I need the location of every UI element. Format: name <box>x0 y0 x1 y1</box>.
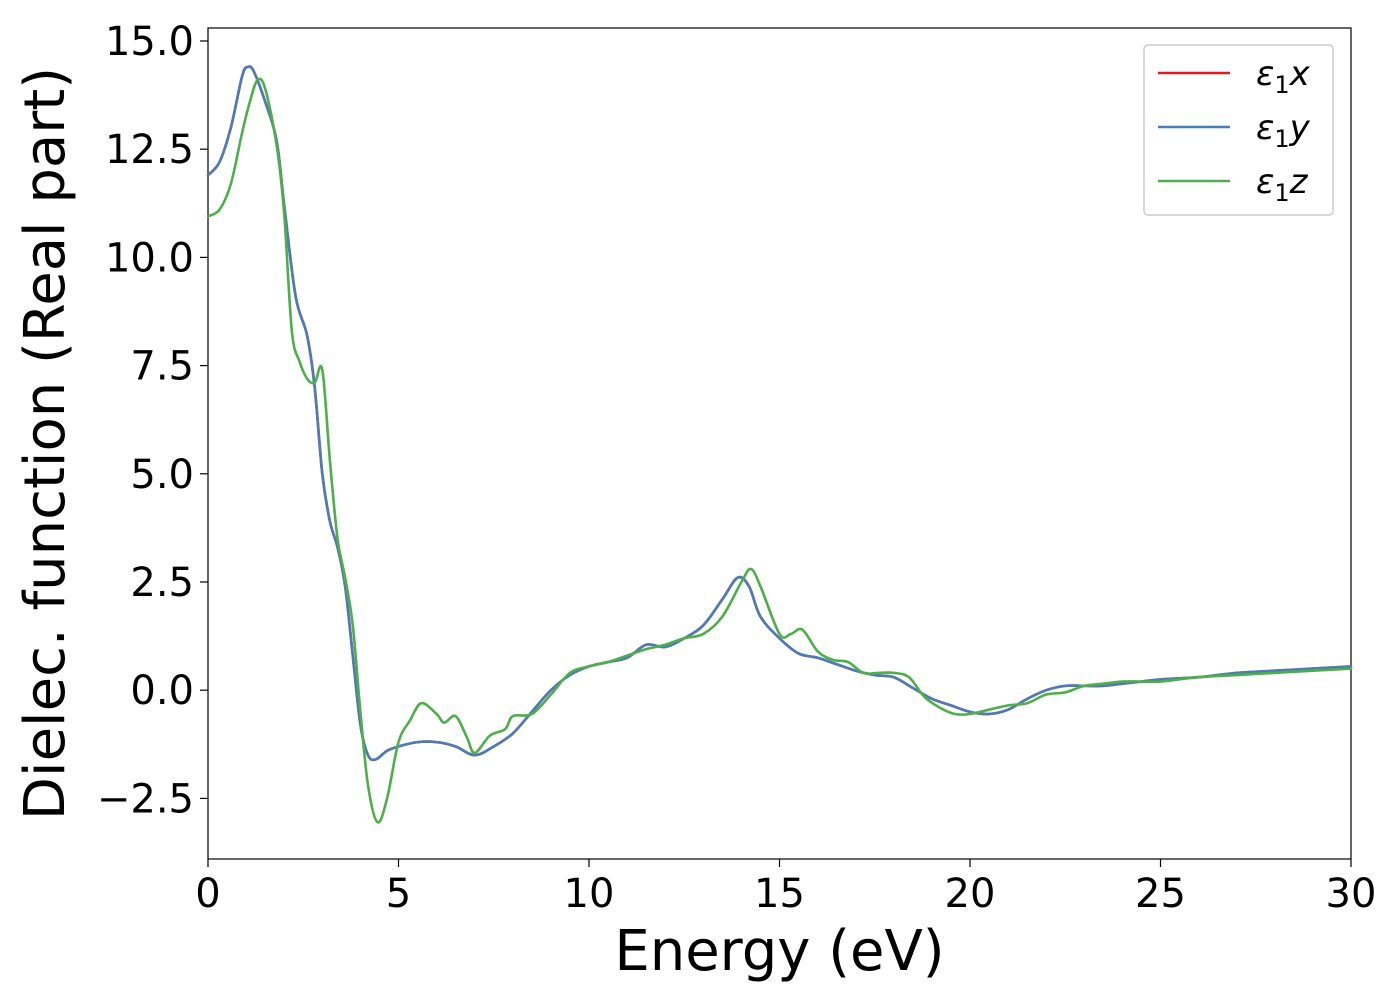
y-tick-label: 7.5 <box>130 344 194 390</box>
x-tick-label: 5 <box>386 871 411 917</box>
x-axis-ticks: 0 5 10 15 20 25 30 <box>195 859 1376 917</box>
legend-box <box>1143 44 1334 216</box>
y-tick-label: 10.0 <box>105 235 194 281</box>
legend: ε1x ε1y ε1z <box>1143 44 1334 216</box>
legend-label-y: ε1y <box>1256 108 1311 153</box>
series-line-z <box>206 77 1353 824</box>
y-tick-label: 12.5 <box>105 127 194 173</box>
y-tick-label: 15.0 <box>105 19 194 65</box>
y-axis-label: Dielec. function (Real part) <box>13 67 78 820</box>
y-tick-label: 5.0 <box>130 452 194 498</box>
x-tick-label: 10 <box>564 871 615 917</box>
series-line-y <box>206 65 1353 762</box>
x-tick-label: 20 <box>945 871 996 917</box>
series-layer <box>206 65 1353 824</box>
x-tick-label: 30 <box>1326 871 1377 917</box>
x-tick-label: 15 <box>754 871 805 917</box>
y-tick-label: −2.5 <box>97 776 194 822</box>
y-axis-ticks: −2.5 0.0 2.5 5.0 7.5 10.0 12.5 15.0 <box>97 19 208 822</box>
x-tick-label: 0 <box>195 871 220 917</box>
legend-label-x: ε1x <box>1256 54 1311 99</box>
y-tick-label: 2.5 <box>130 560 194 606</box>
x-tick-label: 25 <box>1135 871 1186 917</box>
x-axis-label: Energy (eV) <box>614 919 944 984</box>
legend-label-z: ε1z <box>1256 162 1309 207</box>
y-tick-label: 0.0 <box>130 668 194 714</box>
